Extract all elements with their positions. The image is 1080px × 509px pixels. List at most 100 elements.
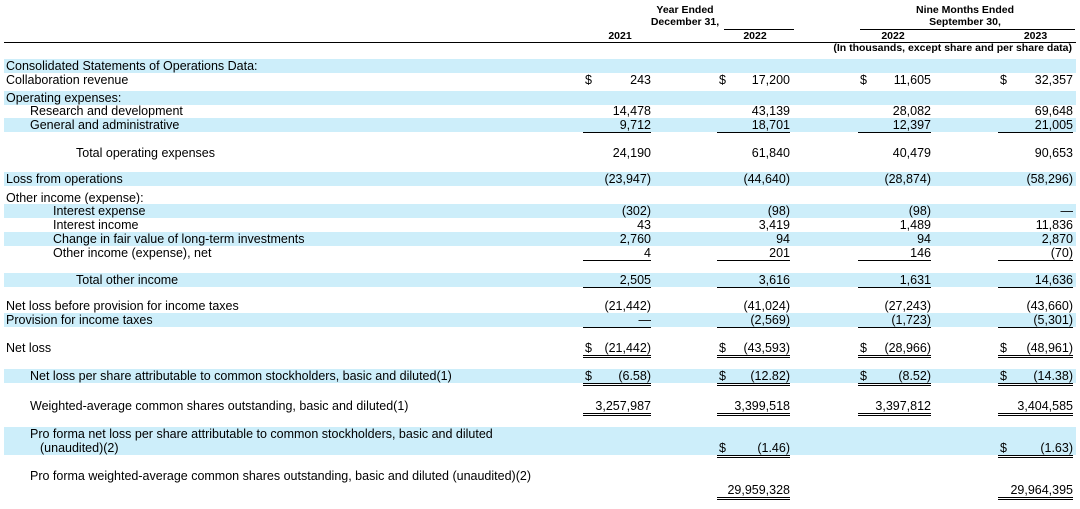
value-cell: — — [1060, 204, 1074, 218]
row-band — [4, 273, 1076, 287]
value-cell: (28,966) — [858, 341, 931, 358]
value-cell: 4 — [583, 246, 651, 261]
row-label: Other income (expense), net — [53, 246, 212, 260]
row-label: Pro forma net loss per share attributabl… — [30, 427, 493, 441]
row-label: Other income (expense): — [6, 191, 144, 205]
col-header-2022: 2022 — [743, 30, 767, 42]
header-year-ended-line1: Year Ended — [656, 4, 714, 16]
value-cell: (1.46) — [717, 441, 790, 458]
value-cell: 1,631 — [858, 273, 931, 288]
value-cell: (14.38) — [998, 369, 1073, 386]
value-cell: (21,442) — [604, 299, 651, 313]
value-cell: 21,005 — [998, 118, 1073, 133]
currency-symbol: $ — [585, 73, 592, 87]
value-cell: (302) — [621, 204, 651, 218]
currency-symbol: $ — [719, 369, 726, 383]
row-label-continued: (unaudited)(2) — [40, 441, 119, 455]
value-cell: 17,200 — [751, 73, 790, 87]
value-cell: 243 — [630, 73, 651, 87]
value-cell: — — [583, 313, 651, 328]
row-label: Operating expenses: — [6, 91, 122, 105]
value-cell: 3,419 — [758, 218, 790, 232]
value-cell: 3,257,987 — [583, 399, 651, 416]
row-label: Total operating expenses — [76, 146, 215, 160]
row-label: Provision for income taxes — [6, 313, 153, 327]
value-cell: (8.52) — [858, 369, 931, 386]
value-cell: 43 — [637, 218, 651, 232]
value-cell: 61,840 — [751, 146, 790, 160]
value-cell: (44,640) — [743, 172, 790, 186]
row-label: Loss from operations — [6, 172, 123, 186]
value-cell: (98) — [767, 204, 790, 218]
row-label: Weighted-average common shares outstandi… — [30, 399, 409, 413]
row-band — [4, 232, 1076, 246]
value-cell: (43,593) — [717, 341, 790, 358]
header-rule-nine — [860, 29, 1075, 30]
value-cell: 18,701 — [717, 118, 790, 133]
value-cell: 201 — [717, 246, 790, 261]
currency-symbol: $ — [585, 369, 592, 383]
value-cell: (6.58) — [583, 369, 651, 386]
row-band — [4, 369, 1076, 383]
header-year-ended: Year Ended December 31, — [600, 4, 770, 28]
value-cell: (27,243) — [884, 299, 931, 313]
value-cell: (5,301) — [998, 313, 1073, 328]
col-header-2022-nine: 2022 — [881, 30, 905, 42]
value-cell: 94 — [776, 232, 790, 246]
value-cell: 2,505 — [583, 273, 651, 288]
value-cell: (23,947) — [604, 172, 651, 186]
value-cell: 9,712 — [583, 118, 651, 133]
row-label: Net loss per share attributable to commo… — [30, 369, 452, 383]
col-header-2021: 2021 — [608, 30, 632, 42]
value-cell: (21,442) — [583, 341, 651, 358]
value-cell: 29,964,395 — [998, 483, 1073, 500]
row-band — [4, 427, 1076, 455]
value-cell: (98) — [908, 204, 931, 218]
value-cell: 146 — [858, 246, 931, 261]
value-cell: (58,296) — [1026, 172, 1073, 186]
value-cell: 11,605 — [893, 73, 931, 87]
header-rule-bottom — [4, 42, 1076, 43]
currency-symbol: $ — [1000, 341, 1007, 355]
currency-symbol: $ — [1000, 441, 1007, 455]
value-cell: (41,024) — [743, 299, 790, 313]
row-band — [4, 59, 1076, 73]
row-label: Consolidated Statements of Operations Da… — [6, 59, 258, 73]
row-label: General and administrative — [30, 118, 180, 132]
value-cell: 29,959,328 — [717, 483, 790, 500]
value-cell: 32,357 — [1034, 73, 1073, 87]
value-cell: 43,139 — [751, 104, 790, 118]
value-cell: 3,399,518 — [717, 399, 790, 416]
value-cell: 40,479 — [892, 146, 931, 160]
currency-symbol: $ — [585, 341, 592, 355]
row-label: Research and development — [30, 104, 183, 118]
header-nine-months-line2: September 30, — [929, 16, 1001, 28]
currency-symbol: $ — [719, 73, 726, 87]
row-band — [4, 91, 1076, 105]
value-cell: 90,653 — [1034, 146, 1073, 160]
row-label: Net loss — [6, 341, 52, 355]
value-cell: 3,404,585 — [998, 399, 1073, 416]
header-nine-months-line1: Nine Months Ended — [916, 4, 1014, 16]
value-cell: (2,569) — [717, 313, 790, 328]
value-cell: 69,648 — [1034, 104, 1073, 118]
value-cell: (1,723) — [858, 313, 931, 328]
currency-symbol: $ — [860, 341, 867, 355]
value-cell: (28,874) — [884, 172, 931, 186]
currency-symbol: $ — [1000, 73, 1007, 87]
currency-symbol: $ — [860, 369, 867, 383]
units-note: (In thousands, except share and per shar… — [833, 42, 1072, 54]
value-cell: 1,489 — [899, 218, 931, 232]
row-band — [4, 313, 1076, 327]
row-band — [4, 118, 1076, 132]
value-cell: 94 — [917, 232, 931, 246]
row-band — [4, 172, 1076, 186]
row-label: Total other income — [76, 273, 179, 287]
currency-symbol: $ — [860, 73, 867, 87]
value-cell: 12,397 — [858, 118, 931, 133]
row-band — [4, 204, 1076, 218]
value-cell: 3,616 — [717, 273, 790, 288]
value-cell: (1.63) — [998, 441, 1073, 458]
row-label: Net loss before provision for income tax… — [6, 299, 239, 313]
value-cell: 24,190 — [612, 146, 651, 160]
